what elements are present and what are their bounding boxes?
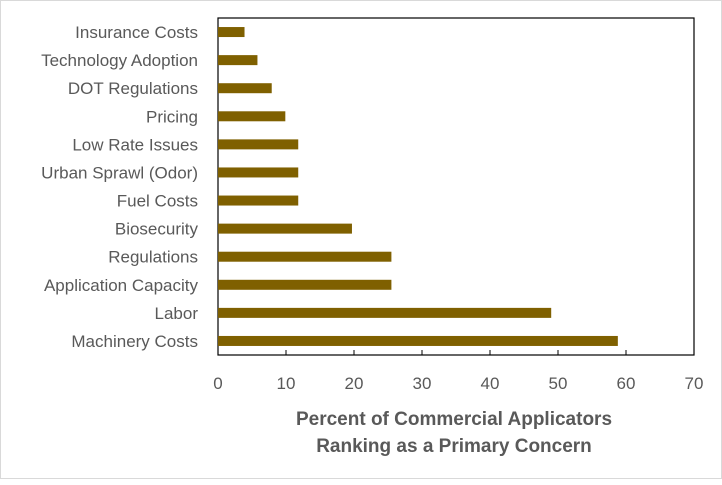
x-tick-label: 20 bbox=[345, 374, 364, 393]
plot-area bbox=[217, 17, 695, 356]
bar-biosecurity bbox=[218, 223, 352, 234]
category-label: Biosecurity bbox=[115, 220, 199, 239]
bar-low-rate-issues bbox=[218, 139, 299, 150]
category-label: Machinery Costs bbox=[71, 332, 198, 351]
category-label: Regulations bbox=[108, 248, 198, 267]
x-tick-label: 70 bbox=[685, 374, 704, 393]
bar-fuel-costs bbox=[218, 195, 299, 206]
x-tick-label: 40 bbox=[481, 374, 500, 393]
category-label: Fuel Costs bbox=[117, 192, 198, 211]
bar-technology-adoption bbox=[218, 55, 258, 66]
bar-pricing bbox=[218, 111, 286, 122]
category-label: Labor bbox=[155, 304, 199, 323]
x-axis-title: Percent of Commercial Applicators bbox=[296, 409, 612, 430]
bar-application-capacity bbox=[218, 279, 392, 290]
category-label: Application Capacity bbox=[44, 276, 199, 295]
x-tick-label: 50 bbox=[549, 374, 568, 393]
category-label: Pricing bbox=[146, 107, 198, 126]
category-label: Urban Sprawl (Odor) bbox=[41, 163, 198, 182]
x-axis-title: Ranking as a Primary Concern bbox=[316, 436, 592, 457]
x-tick-label: 60 bbox=[617, 374, 636, 393]
bar-urban-sprawl-odor- bbox=[218, 167, 299, 178]
bar-dot-regulations bbox=[218, 83, 272, 94]
category-label: Technology Adoption bbox=[41, 51, 198, 70]
x-tick-label: 10 bbox=[277, 374, 296, 393]
bar-regulations bbox=[218, 251, 392, 262]
x-tick-label: 30 bbox=[413, 374, 432, 393]
category-label: DOT Regulations bbox=[68, 79, 198, 98]
bar-insurance-costs bbox=[218, 27, 245, 38]
bar-machinery-costs bbox=[218, 335, 618, 346]
bar-labor bbox=[218, 307, 552, 318]
x-tick-label: 0 bbox=[213, 374, 222, 393]
category-label: Insurance Costs bbox=[75, 23, 198, 42]
category-label: Low Rate Issues bbox=[72, 135, 198, 154]
